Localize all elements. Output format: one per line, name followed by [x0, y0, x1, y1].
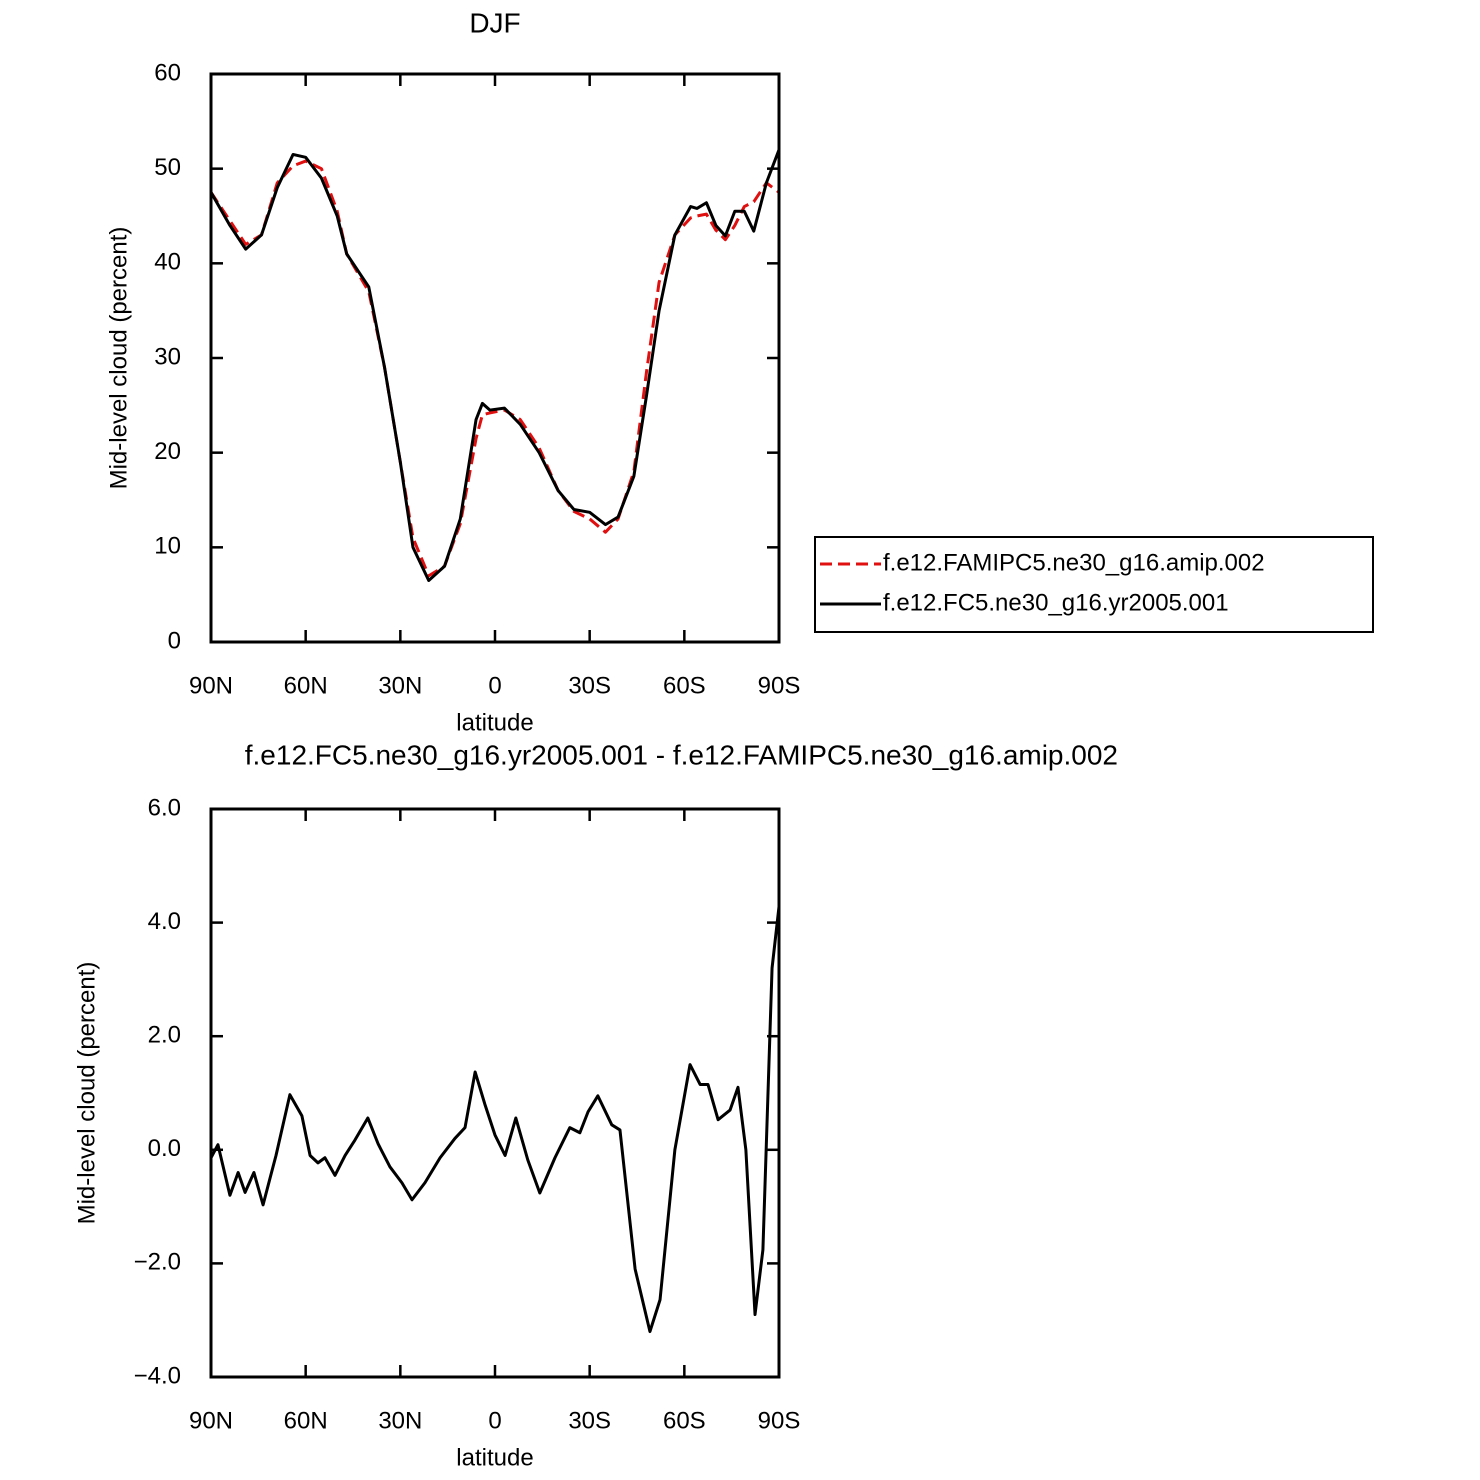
x-tick-label: 90N [189, 672, 233, 699]
x-tick-label: 60N [284, 1407, 328, 1434]
y-tick-label: 4.0 [148, 908, 181, 935]
y-tick-label: 60 [154, 59, 181, 86]
series-line [209, 149, 781, 582]
x-axis-label: latitude [456, 1444, 533, 1471]
x-tick-label: 60N [284, 672, 328, 699]
x-tick-label: 90S [758, 1407, 801, 1434]
y-tick-label: 0 [168, 627, 181, 654]
x-tick-label: 0 [488, 672, 501, 699]
y-tick-label: 6.0 [148, 794, 181, 821]
x-tick-label: 30N [378, 1407, 422, 1434]
y-tick-label: 40 [154, 249, 181, 276]
x-tick-label: 0 [488, 1407, 501, 1434]
legend-box [814, 536, 1374, 633]
series-line [209, 159, 780, 578]
y-tick-label: 30 [154, 343, 181, 370]
x-tick-label: 30S [568, 1407, 611, 1434]
y-tick-label: 50 [154, 154, 181, 181]
legend-label: f.e12.FC5.ne30_g16.yr2005.001 [883, 589, 1229, 616]
x-tick-label: 60S [663, 1407, 706, 1434]
series-line [209, 906, 781, 1334]
panel: DJF latitude Mid-level cloud (percent) 90N 6… [105, 7, 1374, 736]
chart-title: DJF [469, 7, 520, 38]
plot-frame [209, 807, 781, 1379]
chart-title: f.e12.FC5.ne30_g16.yr2005.001 - f.e12.FA… [245, 739, 1118, 770]
x-tick-label: 90S [758, 672, 801, 699]
y-axis-label: Mid-level cloud (percent) [105, 227, 132, 490]
y-tick-label: 10 [154, 533, 181, 560]
x-axis-label: latitude [456, 709, 533, 736]
panel: f.e12.FC5.ne30_g16.yr2005.001 - f.e12.FA… [73, 739, 1118, 1471]
plot-frame [209, 72, 781, 644]
x-tick-label: 90N [189, 1407, 233, 1434]
x-tick-label: 60S [663, 672, 706, 699]
y-axis-label: Mid-level cloud (percent) [73, 962, 100, 1225]
x-tick-label: 30N [378, 672, 422, 699]
y-tick-label: −4.0 [134, 1362, 181, 1389]
y-tick-label: −2.0 [134, 1249, 181, 1276]
legend-label: f.e12.FAMIPC5.ne30_g16.amip.002 [883, 549, 1265, 576]
y-tick-label: 20 [154, 438, 181, 465]
x-tick-label: 30S [568, 672, 611, 699]
y-tick-label: 2.0 [148, 1022, 181, 1049]
y-tick-label: 0.0 [148, 1135, 181, 1162]
